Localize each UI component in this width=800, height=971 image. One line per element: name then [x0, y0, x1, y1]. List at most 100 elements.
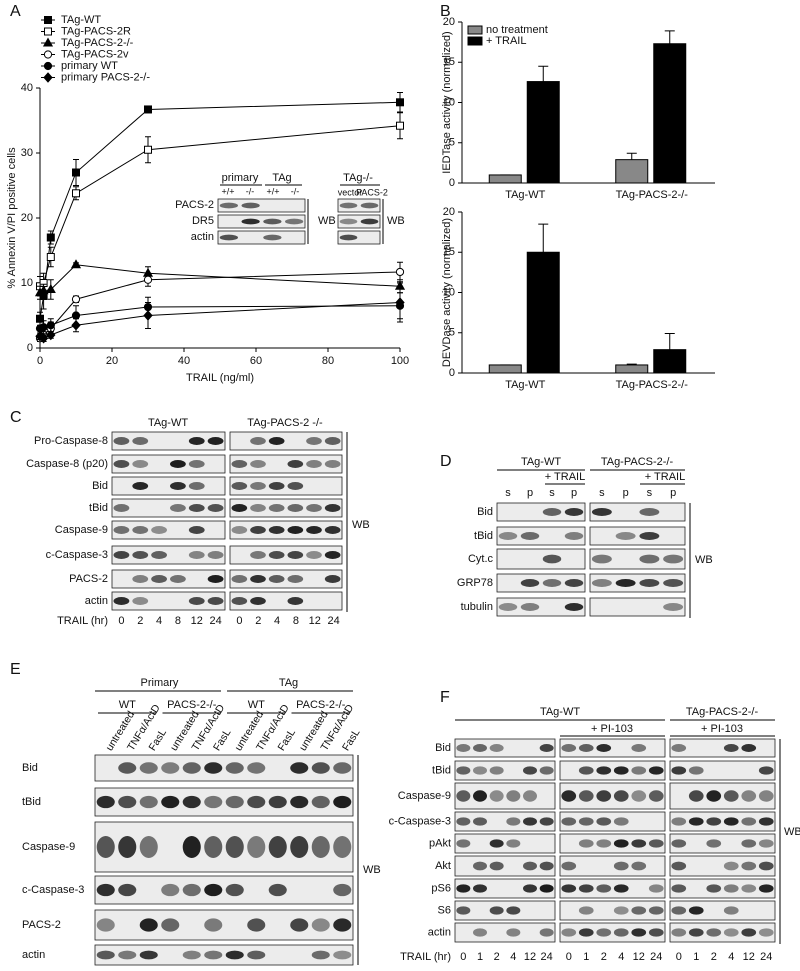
blot-band [151, 551, 167, 559]
blot-band [456, 906, 471, 915]
legend-label: primary WT [61, 60, 118, 72]
blot [111, 476, 226, 496]
blot-band [207, 575, 224, 583]
blot-band [287, 551, 304, 559]
row-label: c-Caspase-3 [22, 884, 84, 896]
treatment-label: FasL [340, 727, 363, 753]
row-label: tBid [432, 764, 451, 776]
blot-band [306, 551, 322, 559]
fraction-label: p [571, 487, 577, 499]
blot-band [247, 836, 266, 858]
bar [488, 364, 522, 374]
lane-label: 0 [566, 951, 572, 963]
x-axis-label: TRAIL (ng/ml) [186, 372, 254, 384]
blot [454, 833, 556, 854]
panel-letter: F [440, 689, 450, 706]
blot-band [596, 790, 612, 802]
blot-band [161, 883, 180, 897]
blot-band [118, 883, 137, 897]
blot-band [596, 766, 612, 775]
blot-band [324, 526, 341, 534]
blot-band [523, 766, 537, 775]
blot-band [498, 532, 518, 540]
blot [559, 782, 666, 810]
row-label: Bid [22, 762, 38, 774]
row-label: Caspase-9 [398, 790, 451, 802]
blot [229, 476, 343, 496]
blot-band [188, 597, 205, 605]
blot-band [648, 928, 664, 937]
blot-band [96, 918, 115, 932]
legend-label: TAg-PACS-2R [61, 25, 131, 37]
lane-label: 0 [236, 615, 242, 627]
blot-band [268, 437, 285, 445]
blot [94, 944, 354, 966]
blot [229, 498, 343, 518]
blot-band [631, 928, 647, 937]
treatment-label: + PI-103 [701, 723, 743, 735]
blot-band [339, 202, 358, 209]
fraction-label: p [623, 487, 629, 499]
row-label: tBid [474, 530, 493, 542]
y-tick-label: 5 [449, 327, 455, 339]
blot-band [132, 482, 149, 490]
blot-band [161, 762, 180, 774]
blot-band [723, 884, 739, 893]
marker [39, 323, 48, 332]
blot-band [139, 950, 158, 960]
bar [615, 364, 649, 374]
blot-band [489, 906, 504, 915]
blot [229, 520, 343, 540]
blot-band [613, 928, 629, 937]
blot-band [250, 504, 266, 512]
blot-band [758, 839, 774, 848]
blot-band [706, 928, 722, 937]
blot-band [671, 906, 687, 915]
blot-band [118, 762, 137, 774]
lane-label: 12 [524, 951, 536, 963]
blot-band [287, 575, 304, 583]
blot-band [631, 790, 647, 802]
y-tick-label: 20 [21, 212, 33, 224]
marker [395, 267, 405, 277]
bar [653, 43, 687, 184]
blot-band [263, 234, 282, 241]
blot-band [225, 836, 244, 858]
blot-band [561, 790, 577, 802]
blot-band [132, 551, 149, 559]
blot-band [247, 918, 266, 932]
blot-band [613, 884, 629, 893]
blot-band [188, 551, 205, 559]
row-label: Bid [435, 742, 451, 754]
marker [144, 145, 152, 154]
series-line [39, 302, 401, 339]
blot-band [671, 861, 687, 871]
row-label: actin [428, 926, 451, 938]
group-label: TAg-PACS-2 -/- [247, 417, 323, 429]
blot-band [306, 460, 322, 468]
blot [589, 597, 686, 617]
row-label: tBid [22, 796, 41, 808]
blot-band [648, 884, 664, 893]
blot-band [207, 437, 224, 445]
blot-band [118, 950, 137, 960]
lane-title: TRAIL (hr) [400, 951, 451, 963]
blot-band [231, 504, 248, 512]
blot-band [539, 817, 554, 826]
fraction-label: p [670, 487, 676, 499]
blot-band [542, 579, 562, 587]
blot-band [170, 460, 186, 468]
group-label: primary [222, 172, 259, 184]
genotype-label: +/+ [221, 186, 234, 196]
blot-band [758, 790, 774, 802]
blot-band [639, 508, 660, 516]
blot-band [161, 918, 180, 932]
blot-band [671, 928, 687, 937]
blot [229, 591, 343, 611]
x-tick-label: 100 [391, 355, 409, 367]
blot-band [473, 744, 487, 752]
blot-band [132, 526, 149, 534]
marker [38, 285, 49, 295]
blot-band [456, 744, 471, 752]
legend-label: TAg-WT [61, 14, 101, 26]
